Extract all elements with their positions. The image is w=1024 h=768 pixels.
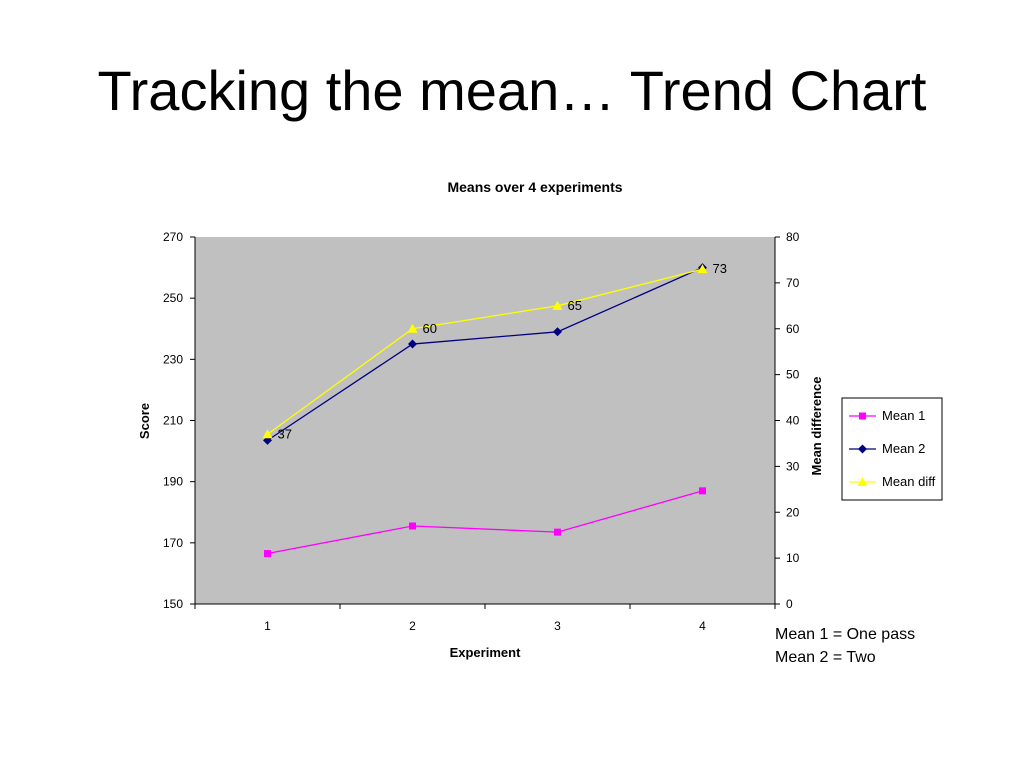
y2-tick-label: 60 (786, 322, 800, 336)
note-mean-1: Mean 1 = One pass (775, 626, 916, 643)
axes: 150 170 190 210 230 250 270 0 10 20 30 40 50 60 70 80 1 2… (163, 230, 800, 633)
y-tick-label: 190 (163, 475, 183, 489)
plot-area (195, 237, 775, 604)
slide-title: Tracking the mean… Trend Chart (97, 59, 927, 122)
y-tick-label: 210 (163, 414, 183, 428)
legend: Mean 1 Mean 2 Mean diff (841, 397, 943, 501)
x-axis-label: Experiment (450, 645, 521, 660)
data-point-mean-diff (407, 323, 418, 333)
data-point-mean-2 (408, 339, 417, 349)
note-mean-2: Mean 2 = Two (775, 649, 876, 666)
legend-marker-mean-2 (858, 444, 867, 454)
data-point-mean-diff (552, 300, 563, 310)
data-point-mean-1 (264, 550, 271, 558)
y2-tick-label: 10 (786, 551, 800, 565)
y2-tick-label: 80 (786, 230, 800, 244)
y2-axis-label: Mean difference (809, 377, 824, 476)
legend-label-mean-diff: Mean diff (882, 474, 936, 489)
y2-tick-label: 0 (786, 597, 793, 611)
data-label: 73 (713, 261, 727, 276)
y-axis-label: Score (137, 403, 152, 439)
series-line-mean-diff (267, 268, 703, 435)
y2-tick-label: 20 (786, 505, 800, 519)
data-point-mean-diff (697, 264, 708, 274)
data-point-mean-2 (553, 327, 562, 337)
legend-label-mean-2: Mean 2 (882, 441, 925, 456)
y-tick-label: 230 (163, 352, 183, 366)
data-label: 37 (278, 426, 292, 441)
chart-title: Means over 4 experiments (447, 179, 622, 195)
series-lines: 37 60 65 73 (262, 261, 727, 558)
legend-marker-mean-diff (857, 477, 868, 486)
data-point-mean-1 (554, 528, 561, 536)
y2-tick-label: 50 (786, 368, 800, 382)
data-point-mean-diff (262, 429, 273, 439)
legend-marker-mean-1 (859, 412, 866, 420)
x-tick-label: 1 (264, 619, 271, 633)
y-tick-label: 270 (163, 230, 183, 244)
y-tick-label: 250 (163, 291, 183, 305)
series-line-mean-1 (267, 490, 703, 555)
y-tick-label: 170 (163, 536, 183, 550)
y-tick-label: 150 (163, 597, 183, 611)
legend-label-mean-1: Mean 1 (882, 408, 925, 423)
y2-tick-label: 30 (786, 459, 800, 473)
data-point-mean-1 (409, 522, 416, 530)
x-tick-label: 4 (699, 619, 706, 633)
data-label: 60 (423, 321, 437, 336)
y2-tick-label: 70 (786, 276, 800, 290)
x-tick-label: 2 (409, 619, 416, 633)
series-line-mean-2 (267, 266, 703, 441)
x-tick-label: 3 (554, 619, 561, 633)
data-point-mean-1 (699, 487, 706, 495)
data-label: 65 (568, 298, 582, 313)
y2-tick-label: 40 (786, 414, 800, 428)
